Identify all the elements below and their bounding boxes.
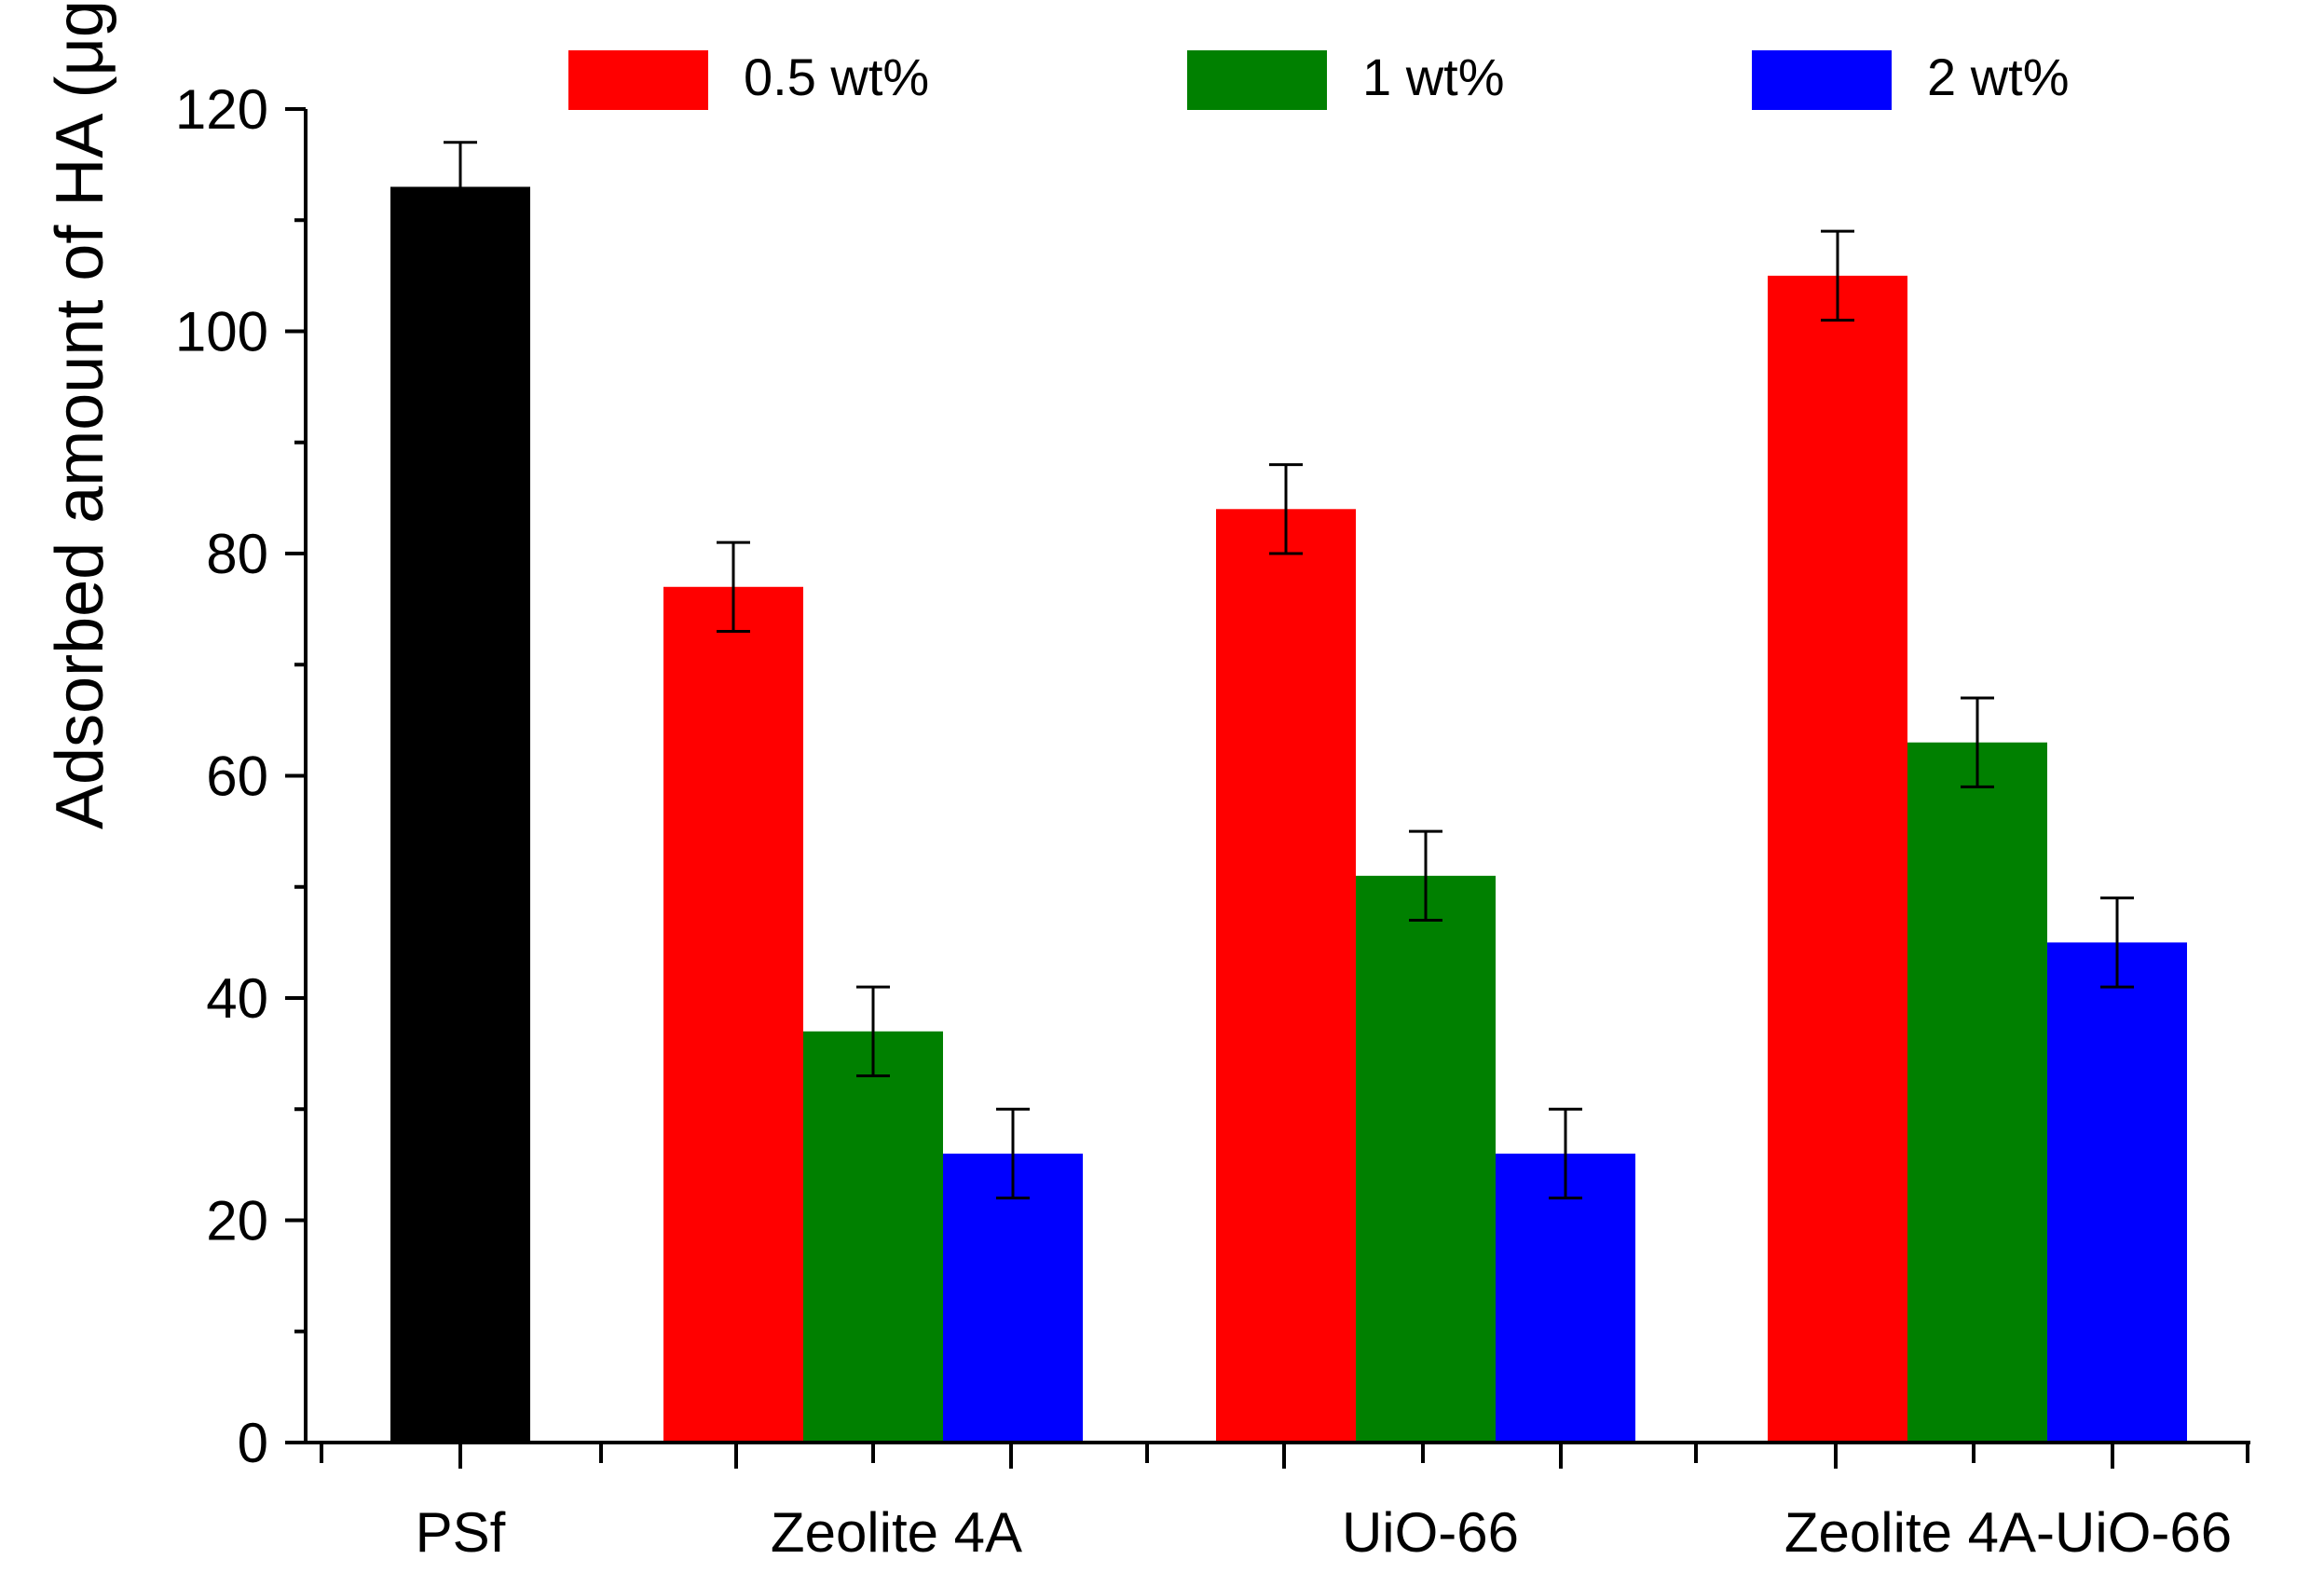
legend-label: 2 wt% <box>1927 48 2070 106</box>
bar-zeolite-4a-0-5-wt- <box>663 586 803 1443</box>
bar-psf <box>390 186 530 1443</box>
y-tick-label: 120 <box>175 78 268 141</box>
legend-label: 0.5 wt% <box>744 48 929 106</box>
bar-uio-66-1-wt- <box>1356 875 1496 1443</box>
legend-swatch <box>568 50 708 110</box>
x-category-label: Zeolite 4A-UiO-66 <box>1784 1501 2232 1564</box>
y-axis-label-text: Adsorbed amount of HA (μgcm <box>43 0 117 829</box>
legend: 0.5 wt% 1 wt% 2 wt% <box>568 48 2070 110</box>
x-category-label: UiO-66 <box>1342 1501 1519 1564</box>
y-tick-label: 0 <box>238 1412 268 1474</box>
bar-zeolite-4a-uio-66-1-wt- <box>1907 742 2047 1443</box>
legend-swatch <box>1752 50 1892 110</box>
x-axis-ticks <box>320 1443 2249 1469</box>
axes <box>304 109 2250 1444</box>
bar-uio-66-2-wt- <box>1496 1153 1635 1443</box>
y-tick-label: 20 <box>206 1190 268 1252</box>
bar-zeolite-4a-2-wt- <box>943 1153 1083 1443</box>
legend-label: 1 wt% <box>1362 48 1505 106</box>
y-tick-label: 40 <box>206 967 268 1030</box>
y-tick-label: 80 <box>206 523 268 585</box>
y-axis-ticks: 0 20 40 60 80 100 120 <box>175 78 306 1474</box>
y-axis-label: Adsorbed amount of HA (μgcm-2) <box>37 0 117 829</box>
bar-zeolite-4a-uio-66-2-wt- <box>2047 942 2187 1443</box>
x-category-label: Zeolite 4A <box>771 1501 1022 1564</box>
bar-zeolite-4a-1-wt- <box>803 1031 943 1443</box>
y-tick-label: 100 <box>175 301 268 363</box>
x-axis-labels: PSf Zeolite 4A UiO-66 Zeolite 4A-UiO-66 <box>416 1501 2232 1564</box>
x-category-label: PSf <box>416 1501 506 1564</box>
bar-uio-66-0-5-wt- <box>1216 509 1356 1443</box>
bars <box>390 186 2187 1443</box>
y-tick-label: 60 <box>206 745 268 808</box>
bar-zeolite-4a-uio-66-0-5-wt- <box>1768 275 1907 1443</box>
legend-swatch <box>1187 50 1327 110</box>
error-bars <box>444 141 2134 1200</box>
